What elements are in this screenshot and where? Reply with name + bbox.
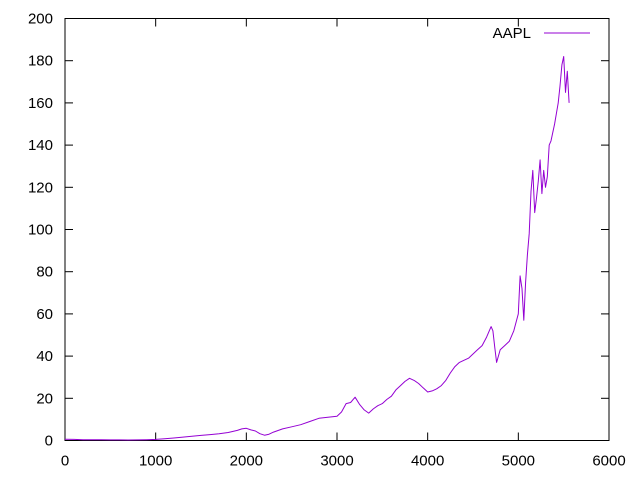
x-tick-label: 0 [61, 453, 69, 470]
x-tick-label: 5000 [502, 453, 535, 470]
y-tick-label: 200 [28, 11, 53, 28]
y-tick-label: 20 [36, 390, 53, 407]
y-axis: 0 20 40 60 80 100 120 140 160 180 200 [28, 11, 609, 450]
y-tick-label: 180 [28, 53, 53, 70]
y-tick-label: 100 [28, 222, 53, 239]
x-tick-label: 6000 [592, 453, 625, 470]
x-tick-label: 1000 [139, 453, 172, 470]
x-tick-label: 2000 [230, 453, 263, 470]
y-tick-label: 160 [28, 95, 53, 112]
y-tick-label: 0 [45, 433, 53, 450]
x-axis: 0 1000 2000 3000 4000 5000 6000 [61, 18, 626, 470]
x-tick-label: 4000 [411, 453, 444, 470]
legend-label: AAPL [493, 25, 531, 42]
series-line-aapl [64, 56, 570, 441]
y-tick-label: 120 [28, 179, 53, 196]
y-tick-label: 40 [36, 348, 53, 365]
x-tick-label: 3000 [320, 453, 353, 470]
y-tick-label: 80 [36, 264, 53, 281]
y-tick-label: 140 [28, 137, 53, 154]
y-tick-label: 60 [36, 306, 53, 323]
plot-border [64, 18, 610, 441]
legend: AAPL [493, 25, 590, 42]
series-layer [64, 56, 570, 441]
